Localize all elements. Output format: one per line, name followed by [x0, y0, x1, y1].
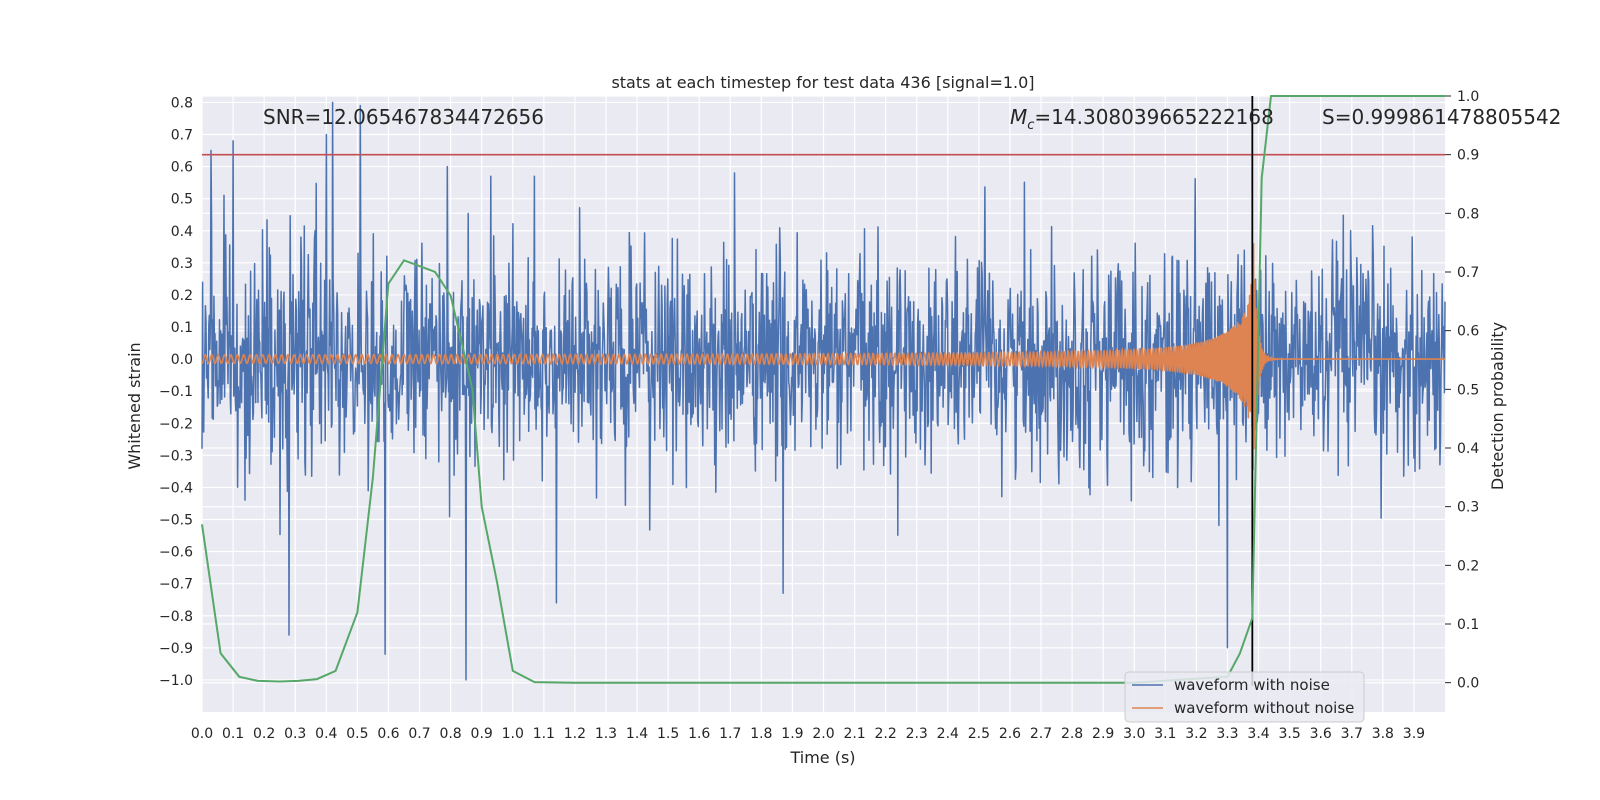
- y-tick-label: −0.4: [159, 480, 193, 496]
- x-tick-label: 0.7: [408, 726, 430, 742]
- x-tick-label: 1.1: [533, 726, 555, 742]
- x-tick-label: 2.6: [999, 726, 1021, 742]
- x-tick-labels: 0.0 0.1 0.2 0.3 0.4 0.5 0.6 0.7 0.8 0.9 1.0 1.1 1.2 1…: [191, 726, 1425, 742]
- x-tick-label: 3.2: [1185, 726, 1207, 742]
- x-tick-label: 3.5: [1278, 726, 1300, 742]
- x-tick-label: 2.3: [906, 726, 928, 742]
- mc-subscript: c: [1027, 118, 1034, 133]
- y-tick-label: 0.8: [171, 95, 193, 111]
- y-tick-label: 0.1: [171, 320, 193, 336]
- y2-tick-label: 1.0: [1457, 89, 1479, 105]
- x-tick-label: 3.0: [1123, 726, 1145, 742]
- legend-label-noise: waveform with noise: [1174, 676, 1330, 694]
- x-tick-label: 2.4: [937, 726, 959, 742]
- x-tick-label: 2.1: [843, 726, 865, 742]
- y-tick-label: −0.8: [159, 609, 193, 625]
- y-tick-label: 0.5: [171, 192, 193, 208]
- s-annotation: S=0.999861478805542: [1322, 105, 1561, 129]
- y2-tick-label: 0.0: [1457, 676, 1479, 692]
- y2-tick-label: 0.4: [1457, 441, 1479, 457]
- x-tick-label: 1.7: [719, 726, 741, 742]
- y-axis-title: Whitened strain: [125, 342, 144, 469]
- y-tick-label: −0.9: [159, 641, 193, 657]
- chart-title: stats at each timestep for test data 436…: [611, 73, 1034, 92]
- mc-annotation: Mc=14.308039665222168: [1010, 105, 1274, 133]
- x-tick-label: 1.3: [595, 726, 617, 742]
- x-tick-label: 2.0: [812, 726, 834, 742]
- x-tick-label: 1.4: [626, 726, 648, 742]
- x-tick-label: 3.4: [1247, 726, 1269, 742]
- y2-tick-label: 0.6: [1457, 324, 1479, 340]
- snr-annotation: SNR=12.065467834472656: [263, 105, 544, 129]
- y-tick-label: 0.4: [171, 224, 193, 240]
- y2-tick-label: 0.1: [1457, 617, 1479, 633]
- y-tick-label: 0.7: [171, 128, 193, 144]
- x-tick-label: 2.5: [968, 726, 990, 742]
- legend-box: [1124, 671, 1365, 723]
- y-tick-label: −0.7: [159, 577, 193, 593]
- noise-waveform-line: [201, 101, 1446, 681]
- legend: waveform with noise waveform without noi…: [1124, 671, 1365, 723]
- x-tick-label: 2.9: [1092, 726, 1114, 742]
- x-tick-label: 0.6: [377, 726, 399, 742]
- x-tick-label: 2.7: [1030, 726, 1052, 742]
- mc-value: =14.308039665222168: [1034, 105, 1273, 129]
- x-tick-label: 3.7: [1341, 726, 1363, 742]
- x-tick-label: 3.1: [1154, 726, 1176, 742]
- y2-axis-title: Detection probability: [1488, 322, 1507, 490]
- y-tick-labels: −1.0 −0.9 −0.8 −0.7 −0.6 −0.5 −0.4 −0.3 −0.2 −0.1…: [159, 95, 193, 689]
- y-tick-label: 0.0: [171, 352, 193, 368]
- y2-tick-label: 0.3: [1457, 500, 1479, 516]
- y2-tick-label: 0.7: [1457, 265, 1479, 281]
- x-tick-label: 1.2: [564, 726, 586, 742]
- y2-tick-label: 0.8: [1457, 206, 1479, 222]
- y-tick-label: −0.2: [159, 416, 193, 432]
- x-tick-label: 0.3: [284, 726, 306, 742]
- x-tick-label: 1.0: [502, 726, 524, 742]
- x-tick-label: 0.0: [191, 726, 213, 742]
- x-tick-label: 1.8: [750, 726, 772, 742]
- x-tick-label: 0.5: [346, 726, 368, 742]
- y-tick-label: −0.5: [159, 513, 193, 529]
- y2-tick-label: 0.5: [1457, 382, 1479, 398]
- x-tick-label: 1.6: [688, 726, 710, 742]
- x-tick-label: 3.8: [1372, 726, 1394, 742]
- x-axis-title: Time (s): [789, 748, 855, 767]
- y2-tick-label: 0.2: [1457, 558, 1479, 574]
- y-tick-label: 0.3: [171, 256, 193, 272]
- x-tick-label: 3.3: [1216, 726, 1238, 742]
- x-tick-label: 1.5: [657, 726, 679, 742]
- x-tick-label: 3.9: [1403, 726, 1425, 742]
- y2-tick-labels: 0.0 0.1 0.2 0.3 0.4 0.5 0.6 0.7 0.8 0.9 1.0: [1445, 89, 1479, 692]
- y-tick-label: −0.3: [159, 448, 193, 464]
- legend-label-chirp: waveform without noise: [1174, 699, 1354, 717]
- y-tick-label: −0.6: [159, 545, 193, 561]
- y2-tick-label: 0.9: [1457, 148, 1479, 164]
- y-tick-label: 0.6: [171, 160, 193, 176]
- mc-symbol: M: [1010, 105, 1027, 129]
- y-tick-label: 0.2: [171, 288, 193, 304]
- x-tick-label: 0.1: [222, 726, 244, 742]
- x-tick-label: 1.9: [781, 726, 803, 742]
- chirp-waveform-line: [201, 243, 1445, 471]
- chirp-series: [201, 243, 1445, 471]
- x-tick-label: 2.2: [875, 726, 897, 742]
- y-tick-label: −0.1: [159, 384, 193, 400]
- x-tick-label: 0.9: [471, 726, 493, 742]
- x-tick-label: 3.6: [1310, 726, 1332, 742]
- x-tick-label: 0.2: [253, 726, 275, 742]
- x-tick-label: 0.4: [315, 726, 337, 742]
- x-tick-label: 2.8: [1061, 726, 1083, 742]
- y-tick-label: −1.0: [159, 673, 193, 689]
- noise-series: [201, 101, 1446, 681]
- x-tick-label: 0.8: [439, 726, 461, 742]
